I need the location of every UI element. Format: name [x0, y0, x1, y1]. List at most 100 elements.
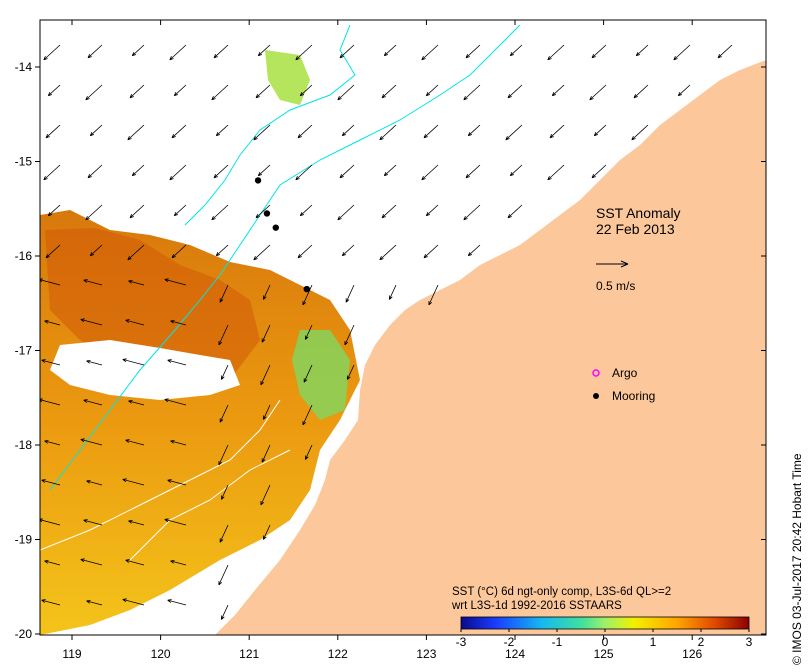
current-vector [122, 478, 145, 486]
current-vector [262, 284, 271, 300]
current-vector [211, 84, 229, 101]
current-vector [467, 124, 481, 137]
y-tick-label: -18 [15, 438, 33, 452]
y-tick-label: -19 [15, 533, 33, 547]
x-tick-label: 125 [594, 647, 614, 661]
current-vector [83, 399, 103, 406]
current-vector [125, 319, 145, 326]
current-vector [125, 439, 145, 446]
current-vector [465, 164, 481, 179]
x-tick-label: 119 [62, 647, 81, 661]
current-vector [421, 164, 439, 181]
current-vector [129, 84, 145, 99]
current-vector [589, 84, 607, 101]
current-vector [125, 559, 145, 566]
mooring-marker [303, 285, 310, 293]
current-vector [591, 44, 607, 59]
mooring-marker [263, 210, 271, 217]
current-vector [89, 244, 103, 257]
current-vector [173, 204, 187, 217]
current-vector [257, 44, 271, 57]
scale-arrow-label: 0.5 m/s [596, 279, 635, 293]
current-vector [253, 124, 271, 141]
current-vector [547, 164, 565, 181]
current-vector [83, 279, 103, 286]
current-vector [304, 324, 313, 340]
current-vector [127, 244, 145, 261]
current-vector [41, 599, 61, 606]
current-vector [465, 44, 481, 59]
current-vector [635, 44, 649, 57]
current-vector [220, 364, 229, 380]
current-vector [381, 204, 397, 219]
current-vector [45, 124, 61, 139]
colorbar-caption-line1: SST (°C) 6d ngt-only comp, L3S-6d QL>=2 [452, 586, 671, 598]
current-vector [255, 84, 271, 99]
current-vector [87, 164, 103, 179]
current-vector [509, 44, 523, 57]
current-vector [164, 518, 187, 526]
current-vector [122, 358, 145, 366]
contour-line [40, 399, 281, 551]
contour-line [129, 449, 291, 561]
current-vector [631, 124, 649, 141]
current-vector [428, 284, 439, 306]
current-vector [218, 324, 229, 346]
y-tick-label: -20 [15, 627, 33, 641]
plot-frame [39, 19, 767, 636]
y-tick-label: -15 [15, 155, 33, 169]
mooring-markers [254, 177, 310, 293]
x-tick-label: 122 [328, 647, 348, 661]
current-vector [339, 164, 355, 179]
current-vector [164, 398, 187, 406]
current-vector [167, 479, 187, 486]
current-vector [215, 244, 229, 257]
y-tick-label: -16 [15, 249, 33, 263]
current-vector [257, 164, 271, 177]
plot-area [40, 20, 766, 635]
current-vector [220, 484, 229, 500]
current-vector [337, 204, 355, 221]
current-vector [44, 559, 61, 566]
current-vector [505, 124, 523, 141]
current-vector [213, 44, 229, 59]
current-vector [171, 124, 187, 139]
current-vector [167, 359, 187, 366]
colorbar-tick-label: -3 [456, 635, 467, 649]
colorbar-tick-label: -2 [504, 635, 515, 649]
current-vector [297, 244, 313, 259]
current-vector [80, 438, 103, 446]
current-vector [717, 44, 733, 59]
current-vector [302, 284, 313, 306]
current-vector [80, 558, 103, 566]
isobath-line [49, 24, 521, 491]
current-vector [383, 44, 397, 57]
mooring-marker [254, 177, 262, 184]
current-vector [87, 44, 103, 59]
argo-legend-marker [592, 369, 600, 377]
current-vector [129, 204, 145, 219]
current-vector [170, 439, 187, 446]
current-vector [173, 84, 187, 97]
current-vector [86, 359, 103, 366]
sst-anomaly-patch [265, 50, 310, 105]
colorbar-ticks: -3 -2 -1 0 1 2 3 [456, 629, 753, 649]
current-vector [41, 359, 61, 366]
x-tick-label: 120 [151, 647, 171, 661]
current-vector [262, 404, 271, 420]
current-vector [425, 84, 439, 97]
current-vector [47, 204, 61, 217]
land-mass [215, 60, 766, 635]
x-tick-label: 123 [416, 647, 436, 661]
current-vector [80, 318, 103, 326]
current-vector [463, 84, 481, 101]
colorbar-tick-label: 1 [650, 635, 657, 649]
current-vector [218, 444, 229, 466]
current-vector [677, 84, 691, 97]
current-vector [303, 364, 313, 383]
current-vector [171, 244, 187, 259]
colorbar-tick-label: 3 [746, 635, 753, 649]
current-vector [379, 124, 397, 141]
current-vector [85, 84, 103, 101]
current-vector [337, 84, 355, 101]
